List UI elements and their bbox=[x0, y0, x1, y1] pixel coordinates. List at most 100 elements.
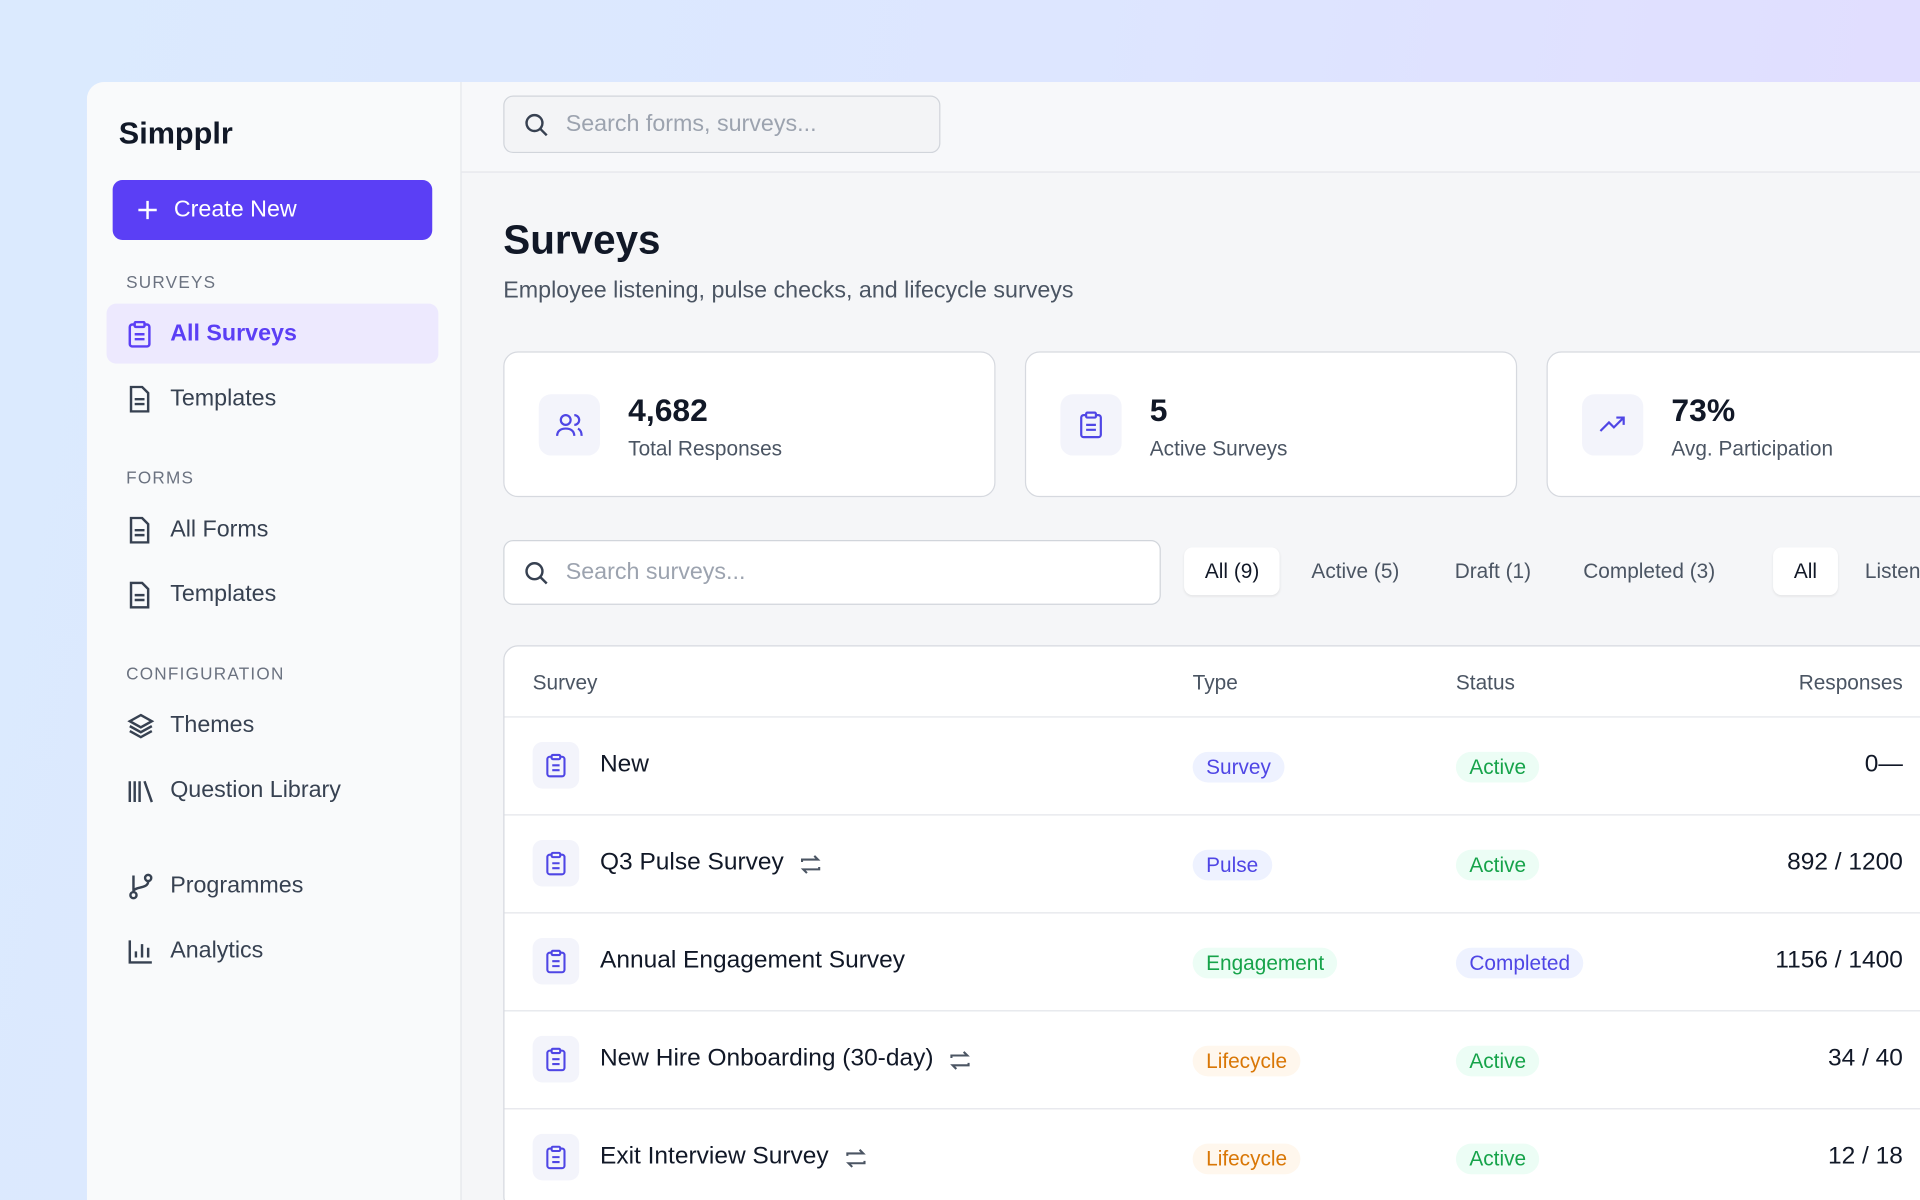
nav-item[interactable]: Analytics bbox=[107, 921, 439, 981]
table-row[interactable]: New Survey Active 0— bbox=[504, 716, 1920, 815]
stat-icon bbox=[1582, 394, 1644, 456]
placeholder: Search forms, surveys... bbox=[565, 111, 817, 138]
survey-table: Survey Type Status Responses New Survey Ac… bbox=[503, 645, 1920, 1200]
plus-icon bbox=[138, 200, 157, 220]
recurring-icon bbox=[844, 1146, 868, 1177]
search-icon bbox=[525, 113, 548, 137]
nav-item[interactable]: All Forms bbox=[107, 500, 439, 560]
nav-item[interactable]: Templates bbox=[107, 564, 439, 624]
nav-label: Templates bbox=[170, 385, 277, 412]
survey-name: New bbox=[600, 750, 649, 778]
responses: 0— bbox=[1864, 750, 1903, 778]
create-button[interactable]: Create New bbox=[112, 180, 433, 241]
sidebar: Simpplr Create New SURVEYS All Surveys T… bbox=[86, 82, 462, 1200]
column-header: Survey bbox=[532, 671, 598, 695]
search-icon bbox=[525, 562, 548, 585]
placeholder: Search surveys... bbox=[565, 559, 746, 586]
global-search[interactable]: Search forms, surveys... bbox=[503, 95, 941, 154]
stat-label: Avg. Participation bbox=[1671, 437, 1834, 461]
column-header: Status bbox=[1455, 671, 1515, 695]
status-tab[interactable]: Active (5) bbox=[1311, 559, 1400, 583]
table-row[interactable]: Q3 Pulse Survey Pulse Active 892 / 1200 bbox=[504, 814, 1920, 913]
status-badge: Active bbox=[1455, 751, 1540, 783]
recurring-icon bbox=[948, 1048, 972, 1079]
status-badge: Active bbox=[1455, 1143, 1540, 1175]
top-bar: Search forms, surveys... bbox=[461, 82, 1920, 173]
survey-icon bbox=[532, 937, 580, 985]
status-badge: Active bbox=[1455, 1045, 1540, 1077]
section-label: SURVEYS bbox=[126, 271, 217, 292]
responses: 1156 / 1400 bbox=[1775, 946, 1903, 974]
survey-name: Annual Engagement Survey bbox=[600, 946, 905, 974]
column-header: Responses bbox=[1798, 671, 1903, 695]
responses: 12 / 18 bbox=[1827, 1142, 1903, 1170]
app-window: Simpplr Create New SURVEYS All Surveys T… bbox=[86, 82, 1920, 1200]
nav-label: Analytics bbox=[170, 937, 264, 964]
status-badge: Active bbox=[1455, 849, 1540, 881]
type-tab[interactable]: All bbox=[1773, 547, 1838, 596]
nav-item[interactable]: All Surveys bbox=[106, 303, 439, 364]
status-badge: Completed bbox=[1455, 947, 1584, 979]
stat-card: 73% Avg. Participation bbox=[1546, 351, 1920, 498]
page-subtitle: Employee listening, pulse checks, and li… bbox=[503, 277, 1074, 304]
type-badge: Pulse bbox=[1192, 849, 1272, 881]
status-tab[interactable]: Draft (1) bbox=[1454, 559, 1532, 583]
nav-label: Question Library bbox=[170, 777, 341, 804]
nav-icon bbox=[129, 516, 150, 544]
nav-label: Programmes bbox=[170, 873, 304, 899]
nav-item[interactable]: Question Library bbox=[107, 760, 439, 820]
page-title: Surveys bbox=[503, 216, 661, 263]
nav-label: Templates bbox=[170, 581, 277, 608]
section-label: FORMS bbox=[126, 467, 195, 488]
survey-search[interactable]: Search surveys... bbox=[503, 540, 1161, 605]
nav-icon bbox=[128, 940, 152, 964]
nav-item[interactable]: Programmes bbox=[107, 856, 439, 916]
nav-icon bbox=[129, 581, 150, 609]
nav-icon bbox=[128, 780, 153, 803]
nav-label: Themes bbox=[170, 712, 255, 739]
nav-icon bbox=[128, 320, 151, 348]
stat-label: Active Surveys bbox=[1149, 437, 1288, 461]
survey-name: New Hire Onboarding (30-day) bbox=[600, 1044, 934, 1072]
type-badge: Survey bbox=[1192, 751, 1285, 783]
column-header: Type bbox=[1192, 671, 1238, 695]
responses: 892 / 1200 bbox=[1787, 848, 1903, 876]
nav-icon bbox=[127, 713, 155, 739]
brand: Simpplr bbox=[118, 116, 233, 151]
survey-name: Q3 Pulse Survey bbox=[600, 848, 784, 876]
type-badge: Engagement bbox=[1192, 947, 1338, 979]
status-tab[interactable]: All (9) bbox=[1184, 547, 1281, 596]
type-tab[interactable]: Listening bbox=[1864, 559, 1920, 583]
table-row[interactable]: Exit Interview Survey Lifecycle Active 12 /… bbox=[504, 1108, 1920, 1200]
survey-icon bbox=[532, 840, 580, 887]
survey-icon bbox=[532, 1035, 580, 1083]
stat-value: 4,682 bbox=[628, 391, 708, 429]
survey-icon bbox=[532, 1133, 580, 1181]
type-badge: Lifecycle bbox=[1192, 1045, 1301, 1077]
button-label: Create New bbox=[173, 197, 297, 223]
stat-card: 5 Active Surveys bbox=[1024, 351, 1518, 498]
nav-label: All Surveys bbox=[170, 320, 297, 347]
status-tab[interactable]: Completed (3) bbox=[1583, 559, 1716, 583]
survey-icon bbox=[532, 742, 580, 789]
table-row[interactable]: Annual Engagement Survey Engagement Comple… bbox=[504, 912, 1920, 1011]
stat-value: 5 bbox=[1149, 391, 1168, 429]
nav-icon bbox=[129, 385, 150, 413]
stat-value: 73% bbox=[1671, 391, 1736, 429]
nav-item[interactable]: Themes bbox=[107, 696, 439, 756]
stat-icon bbox=[538, 394, 601, 456]
table-row[interactable]: New Hire Onboarding (30-day) Lifecycle Act… bbox=[504, 1010, 1920, 1109]
recurring-icon bbox=[798, 852, 822, 883]
stat-icon bbox=[1060, 394, 1122, 456]
nav-item[interactable]: Templates bbox=[107, 369, 439, 429]
responses: 34 / 40 bbox=[1827, 1044, 1903, 1072]
stat-card: 4,682 Total Responses bbox=[503, 351, 996, 498]
type-badge: Lifecycle bbox=[1192, 1143, 1301, 1175]
survey-name: Exit Interview Survey bbox=[600, 1142, 829, 1170]
stat-label: Total Responses bbox=[628, 437, 783, 461]
nav-label: All Forms bbox=[170, 516, 269, 543]
section-label: CONFIGURATION bbox=[126, 663, 285, 684]
nav-icon bbox=[129, 873, 153, 900]
